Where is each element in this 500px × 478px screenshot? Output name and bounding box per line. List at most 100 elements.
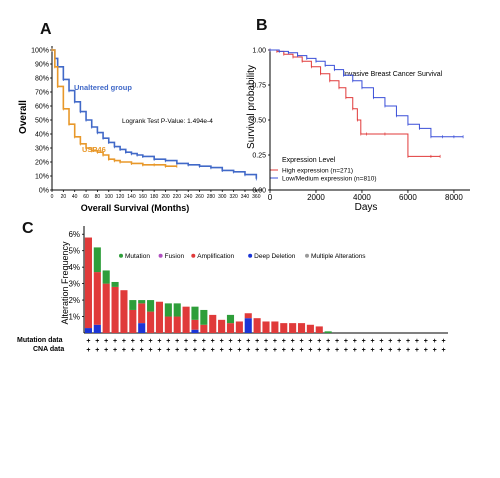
panel-c-y-tick-label: 3% [68,280,80,289]
panel-c-row-label-mutation: Mutation data [17,337,63,344]
panel-c-cna-profiled-mark: + [273,347,277,354]
panel-c-legend-label: Fusion [165,253,185,260]
panel-b-y-axis-label: Survival probability [246,65,257,149]
panel-c-cna-profiled-mark: + [433,347,437,354]
panel-b-series-line-1 [270,49,464,138]
panel-c-mutation-profiled-mark: + [442,338,446,345]
panel-c-bar-segment [138,323,146,333]
panel-c-cna-profiled-mark: + [166,347,170,354]
panel-c-mutation-profiled-mark: + [415,338,419,345]
panel-b-x-tick-label: 8000 [445,193,463,202]
panel-c-mutation-profiled-mark: + [406,338,410,345]
panel-c-cna-profiled-mark: + [353,347,357,354]
panel-c-mutation-profiled-mark: + [388,338,392,345]
panel-c-cna-profiled-mark: + [255,347,259,354]
panel-b-y-tick-label: 1.00 [252,48,266,55]
panel-c-bar-segment [262,321,270,333]
alteration-frequency-bar-chart: Alteration Frequency Mutation data CNA d… [17,226,448,354]
panel-a-x-tick-label: 20 [61,194,67,200]
panel-a-legend-unaltered: Unaltered group [74,83,132,92]
panel-c-bar-segment [297,323,306,333]
panel-c-mutation-profiled-mark: + [237,338,241,345]
panel-c-cna-profiled-mark: + [397,347,401,354]
panel-c-y-tick-label: 2% [68,296,80,305]
panel-c-legend-label: Deep Deletion [254,253,296,260]
panel-c-bar-segment [191,306,199,320]
panel-a-x-tick-label: 360 [252,194,261,200]
panel-a-y-tick-label: 100% [31,48,49,55]
panel-c-mutation-profiled-mark: + [95,338,99,345]
panel-c-mutation-profiled-mark: + [397,338,401,345]
panel-c-cna-profiled-mark: + [406,347,410,354]
panel-c-legend-swatch [119,253,123,258]
panel-c-bar-segment [93,247,101,273]
panel-a-y-tick-label: 50% [35,118,49,125]
panel-c-mutation-profiled-mark: + [104,338,108,345]
panel-c-bar-segment [93,324,101,333]
panel-c-bar-segment [147,311,155,333]
panel-a-x-tick-label: 80 [95,194,101,200]
panel-letter-c: C [22,220,34,237]
panel-c-cna-profiled-mark: + [86,347,90,354]
panel-c-mutation-profiled-mark: + [379,338,383,345]
panel-c-bar-segment [129,309,137,333]
panel-c-legend-label: Mutation [125,253,150,260]
panel-c-bar-segment [191,329,199,333]
panel-c-cna-profiled-mark: + [140,347,144,354]
panel-c-mutation-profiled-mark: + [370,338,374,345]
panel-c-mutation-profiled-mark: + [335,338,339,345]
panel-c-cna-profiled-mark: + [104,347,108,354]
panel-c-cna-profiled-mark: + [122,347,126,354]
panel-c-y-tick-label: 6% [68,230,80,239]
panel-a-x-tick-label: 160 [139,194,148,200]
panel-c-mutation-profiled-mark: + [175,338,179,345]
panel-c-legend-swatch [248,253,253,258]
panel-c-y-tick-label: 1% [68,313,80,322]
panel-a-y-tick-label: 40% [35,132,49,139]
panel-c-cna-profiled-mark: + [202,347,206,354]
panel-c-cna-profiled-mark: + [113,347,117,354]
panel-b-x-tick-label: 2000 [307,193,325,202]
panel-c-bar-segment [244,313,252,319]
panel-b-y-tick-label: 0.25 [252,153,266,160]
panel-c-cna-profiled-mark: + [264,347,268,354]
panel-c-mutation-profiled-mark: + [122,338,126,345]
panel-c-mutation-profiled-mark: + [424,338,428,345]
km-plot-invasive-breast-cancer: Survival probability Days Invasive Breas… [246,48,470,213]
panel-a-series-line-1 [52,49,177,167]
panel-c-cna-profiled-mark: + [362,347,366,354]
panel-a-x-tick-label: 220 [173,194,182,200]
panel-c-legend-label: Multiple Alterations [311,253,366,260]
panel-c-bar-segment [102,283,110,333]
panel-b-x-tick-label: 6000 [399,193,417,202]
panel-c-legend-label: Amplification [197,253,234,260]
panel-c-cna-profiled-mark: + [149,347,153,354]
panel-c-mutation-profiled-mark: + [326,338,330,345]
panel-c-cna-profiled-mark: + [246,347,250,354]
panel-a-y-axis-label: Overall [18,100,29,134]
panel-c-bar-segment [84,328,92,333]
panel-c-bar-segment [111,286,119,333]
panel-b-legend-high: High expression (n=271) [282,168,353,175]
panel-c-cna-profiled-mark: + [175,347,179,354]
panel-a-x-tick-label: 300 [218,194,227,200]
panel-c-bar-segment [164,316,172,333]
panel-c-legend-swatch [158,253,163,258]
panel-c-y-axis-label: Alteration Frequency [60,241,70,325]
panel-b-x-tick-label: 4000 [353,193,371,202]
panel-c-cna-profiled-mark: + [388,347,392,354]
panel-c-mutation-profiled-mark: + [317,338,321,345]
panel-b-x-tick-label: 0 [268,193,273,202]
panel-c-cna-profiled-mark: + [211,347,215,354]
panel-c-cna-profiled-mark: + [415,347,419,354]
panel-c-bar-segment [182,306,190,333]
panel-c-bar-segment [173,303,181,317]
panel-a-y-tick-label: 70% [35,90,49,97]
panel-a-y-tick-label: 0% [39,188,49,195]
panel-c-mutation-profiled-mark: + [246,338,250,345]
panel-c-cna-profiled-mark: + [379,347,383,354]
panel-c-mutation-profiled-mark: + [264,338,268,345]
panel-c-row-label-cna: CNA data [33,346,64,353]
panel-c-bar-segment [129,300,137,310]
